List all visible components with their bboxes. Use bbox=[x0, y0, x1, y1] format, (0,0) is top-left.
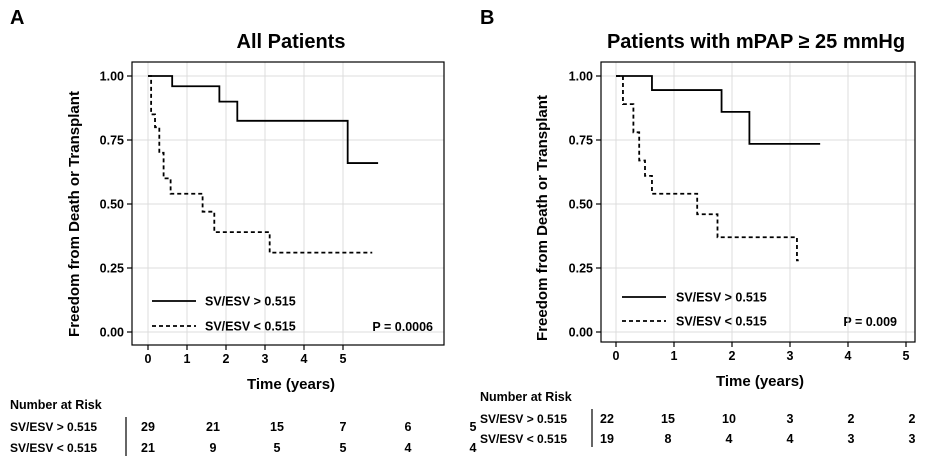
panel-b-risk-row-label-0: SV/ESV > 0.515 bbox=[480, 412, 567, 426]
panel-b-xtick-label-5: 5 bbox=[903, 349, 910, 363]
panel-b-ytick-label-1.00: 1.00 bbox=[569, 70, 593, 84]
panel-b-ytick-label-0.00: 0.00 bbox=[569, 326, 593, 340]
panel-a-xtick-label-1: 1 bbox=[184, 352, 191, 366]
panel-a-series-high-curve bbox=[148, 75, 379, 164]
panel-b-title: Patients with mPAP ≥ 25 mmHg bbox=[607, 31, 905, 53]
panel-a-xtick-label-2: 2 bbox=[223, 352, 230, 366]
panel-a-risk-value-0-5: 5 bbox=[470, 420, 477, 434]
panel-b-risk-value-0-4: 2 bbox=[848, 412, 855, 426]
panel-b-letter: B bbox=[480, 7, 494, 29]
panel-a-xtick-label-0: 0 bbox=[145, 352, 152, 366]
panel-a-risk-value-0-1: 21 bbox=[206, 420, 220, 434]
panel-b-risk-value-1-4: 3 bbox=[848, 432, 855, 446]
panel-b-risk-value-0-2: 10 bbox=[722, 412, 736, 426]
panel-b-xlabel: Time (years) bbox=[716, 373, 804, 390]
panel-a-pvalue: P = 0.0006 bbox=[372, 320, 433, 334]
panel-b-ylabel: Freedom from Death or Transplant bbox=[534, 95, 551, 341]
panel-b-risk-title: Number at Risk bbox=[480, 390, 572, 404]
panel-b-risk-value-0-3: 3 bbox=[787, 412, 794, 426]
panel-b-xtick-label-0: 0 bbox=[613, 349, 620, 363]
panel-b-ytick-label-0.25: 0.25 bbox=[569, 262, 593, 276]
panel-a-risk-value-1-2: 5 bbox=[274, 441, 281, 455]
panel-a-title: All Patients bbox=[237, 31, 346, 53]
panel-b-risk-value-0-1: 15 bbox=[661, 412, 675, 426]
panel-a-ytick-label-0.00: 0.00 bbox=[100, 326, 124, 340]
panel-b-legend-label-1: SV/ESV < 0.515 bbox=[676, 315, 767, 329]
panel-b-series-high-curve bbox=[616, 75, 821, 145]
panel-a-ylabel: Freedom from Death or Transplant bbox=[66, 91, 83, 337]
panel-a-series-low-curve bbox=[148, 75, 373, 254]
panel-b-xtick-label-1: 1 bbox=[671, 349, 678, 363]
panel-b-legend-label-0: SV/ESV > 0.515 bbox=[676, 291, 767, 305]
panel-a-legend-label-1: SV/ESV < 0.515 bbox=[205, 320, 296, 334]
panel-b-pvalue: P = 0.009 bbox=[843, 315, 897, 329]
panel-a-letter: A bbox=[10, 7, 24, 29]
panel-a-ytick-label-0.50: 0.50 bbox=[100, 198, 124, 212]
panel-b-xtick-label-4: 4 bbox=[845, 349, 852, 363]
panel-a-risk-row-label-0: SV/ESV > 0.515 bbox=[10, 420, 97, 434]
panel-a-ytick-label-1.00: 1.00 bbox=[100, 70, 124, 84]
panel-b-risk-value-1-2: 4 bbox=[726, 432, 733, 446]
panel-a-risk-value-0-0: 29 bbox=[141, 420, 155, 434]
panel-a-risk-value-0-3: 7 bbox=[340, 420, 347, 434]
panel-a-legend-label-0: SV/ESV > 0.515 bbox=[205, 295, 296, 309]
panel-a-risk-value-0-2: 15 bbox=[270, 420, 284, 434]
panel-b-risk-value-1-3: 4 bbox=[787, 432, 794, 446]
panel-a-risk-value-1-1: 9 bbox=[210, 441, 217, 455]
panel-a-risk-value-1-0: 21 bbox=[141, 441, 155, 455]
panel-a-risk-value-1-4: 4 bbox=[405, 441, 412, 455]
panel-b-risk-value-0-0: 22 bbox=[600, 412, 614, 426]
panel-b-xtick-label-3: 3 bbox=[787, 349, 794, 363]
panel-a-risk-row-label-1: SV/ESV < 0.515 bbox=[10, 441, 97, 455]
panel-b-risk-value-1-0: 19 bbox=[600, 432, 614, 446]
panel-a-xtick-label-4: 4 bbox=[301, 352, 308, 366]
panel-b-series-low-curve bbox=[616, 75, 799, 262]
panel-b-risk-value-1-1: 8 bbox=[665, 432, 672, 446]
panel-a-ytick-label-0.25: 0.25 bbox=[100, 262, 124, 276]
panel-b-ytick-label-0.75: 0.75 bbox=[569, 134, 593, 148]
panel-b-plot-frame bbox=[600, 61, 916, 343]
panel-b-risk-value-0-5: 2 bbox=[909, 412, 916, 426]
panel-a-risk-title: Number at Risk bbox=[10, 398, 102, 412]
panel-a-xtick-label-3: 3 bbox=[262, 352, 269, 366]
panel-b-ytick-label-0.50: 0.50 bbox=[569, 198, 593, 212]
panel-a-risk-value-1-3: 5 bbox=[340, 441, 347, 455]
panel-b-xtick-label-2: 2 bbox=[729, 349, 736, 363]
panel-a-xlabel: Time (years) bbox=[247, 376, 335, 393]
panel-b-risk-value-1-5: 3 bbox=[909, 432, 916, 446]
panel-a-risk-value-1-5: 4 bbox=[470, 441, 477, 455]
panel-a-ytick-label-0.75: 0.75 bbox=[100, 134, 124, 148]
panel-a-xtick-label-5: 5 bbox=[340, 352, 347, 366]
panel-b-risk-row-label-1: SV/ESV < 0.515 bbox=[480, 432, 567, 446]
panel-a-risk-value-0-4: 6 bbox=[405, 420, 412, 434]
